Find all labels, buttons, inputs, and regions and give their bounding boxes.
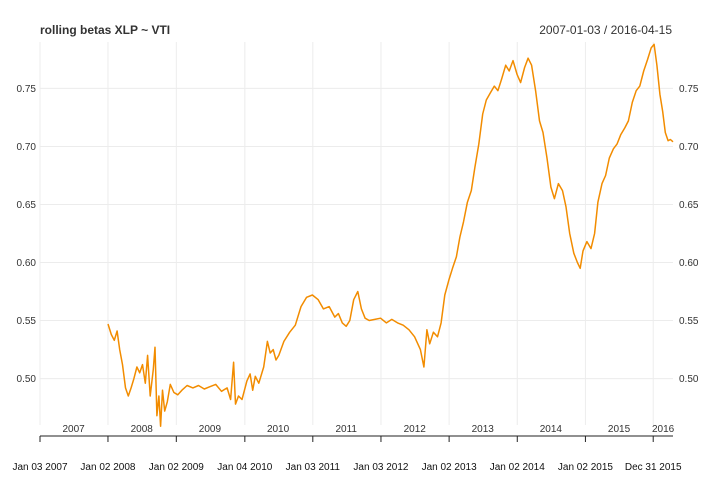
y-tick-label-right: 0.70 <box>679 142 699 153</box>
chart-title: rolling betas XLP ~ VTI <box>40 23 170 37</box>
y-tick-label-right: 0.65 <box>679 200 699 211</box>
y-tick-label-left: 0.55 <box>17 316 37 327</box>
year-label: 2011 <box>335 424 357 435</box>
y-tick-label-left: 0.65 <box>17 200 37 211</box>
x-tick-label: Jan 03 2011 <box>286 462 341 473</box>
year-label: 2014 <box>540 424 563 435</box>
year-label: 2012 <box>404 424 427 435</box>
x-tick-label: Jan 02 2013 <box>422 462 477 473</box>
y-tick-label-left: 0.60 <box>17 258 37 269</box>
x-tick-label: Dec 31 2015 <box>625 462 682 473</box>
year-label: 2008 <box>131 424 154 435</box>
y-tick-label-left: 0.50 <box>17 374 37 385</box>
year-label: 2010 <box>267 424 290 435</box>
x-tick-label: Jan 03 2012 <box>353 462 408 473</box>
x-tick-label: Jan 03 2007 <box>12 462 67 473</box>
x-axis-date-ticks: Jan 03 2007 Jan 02 2008 Jan 02 2009 Jan 04 … <box>12 436 682 473</box>
year-labels: 2007 2008 2009 2010 2011 2012 2013 2014 2015 2016 <box>62 424 674 435</box>
y-tick-label-right: 0.60 <box>679 258 699 269</box>
year-label: 2013 <box>472 424 495 435</box>
y-axis-left: 0.50 0.55 0.60 0.65 0.70 0.75 <box>17 84 37 385</box>
x-tick-label: Jan 02 2014 <box>490 462 545 473</box>
beta-series-line <box>107 43 674 427</box>
y-tick-label-right: 0.50 <box>679 374 699 385</box>
date-range: 2007-01-03 / 2016-04-15 <box>539 23 672 37</box>
year-label: 2009 <box>199 424 222 435</box>
x-tick-label: Jan 04 2010 <box>217 462 272 473</box>
y-tick-label-right: 0.55 <box>679 316 699 327</box>
y-tick-label-right: 0.75 <box>679 84 699 95</box>
year-label: 2015 <box>608 424 631 435</box>
x-tick-label: Jan 02 2009 <box>149 462 204 473</box>
x-tick-label: Jan 02 2008 <box>80 462 135 473</box>
x-tick-label: Jan 02 2015 <box>558 462 613 473</box>
year-label: 2007 <box>62 424 85 435</box>
year-label: 2016 <box>652 424 675 435</box>
y-tick-label-left: 0.70 <box>17 142 37 153</box>
y-axis-right: 0.50 0.55 0.60 0.65 0.70 0.75 <box>679 84 699 385</box>
y-tick-label-left: 0.75 <box>17 84 37 95</box>
gridlines <box>39 42 673 425</box>
